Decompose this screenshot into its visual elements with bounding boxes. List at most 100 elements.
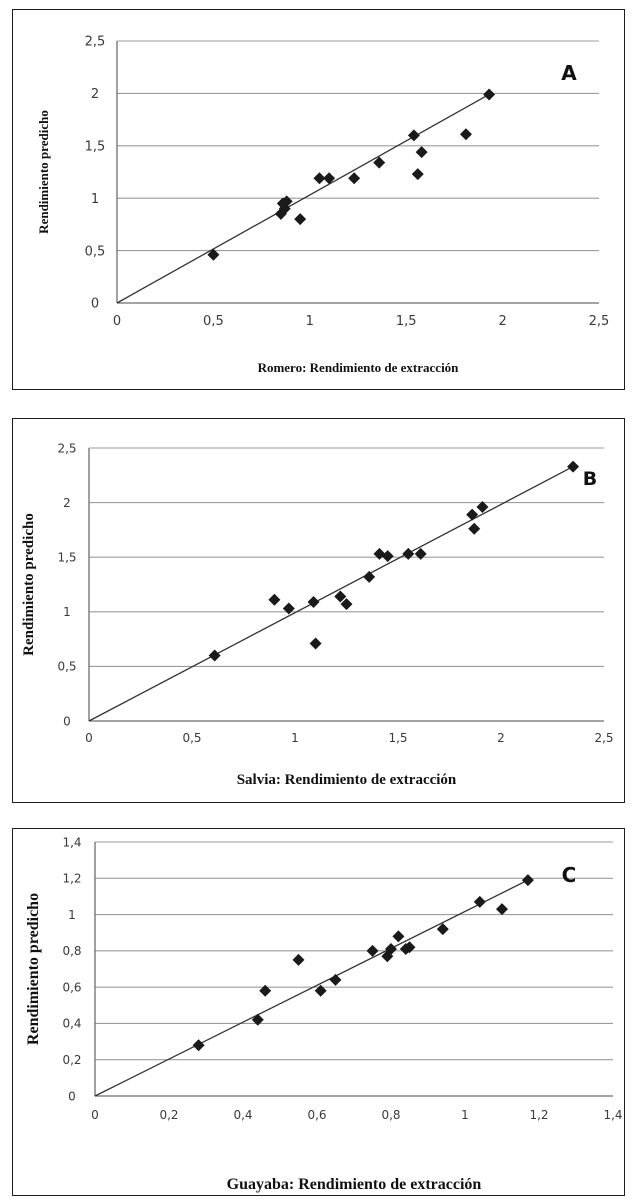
x-tick-label: 0,8 <box>381 1108 400 1122</box>
x-tick-label: 0,5 <box>182 731 201 745</box>
panel-label-a: A <box>561 61 577 85</box>
panel-label-c: C <box>562 863 577 887</box>
data-point <box>567 460 580 473</box>
y-tick-label: 1,5 <box>85 139 106 154</box>
x-tick-label: 1 <box>306 314 314 329</box>
data-point <box>459 128 472 141</box>
y-tick-label: 0,2 <box>62 1053 81 1067</box>
y-axis-title: Rendimiento predicho <box>36 110 51 234</box>
x-tick-label: 2 <box>497 731 505 745</box>
y-tick-label: 1 <box>68 908 76 922</box>
y-tick-label: 2 <box>91 87 99 102</box>
data-point <box>307 595 320 608</box>
y-tick-label: 0,5 <box>85 244 106 259</box>
data-point <box>309 637 322 650</box>
y-tick-label: 0,4 <box>62 1017 81 1031</box>
trend-line <box>94 879 529 1097</box>
y-tick-label: 0 <box>68 1089 76 1103</box>
y-axis-title: Rendimiento predicho <box>25 893 42 1045</box>
data-point <box>466 508 479 521</box>
x-tick-label: 1 <box>291 731 299 745</box>
chart-panel-b: 0 0,5 1 1,5 2 2,5 0 0,5 1 1,5 2 2,5 B Salvia: Rendimi… <box>12 418 625 803</box>
x-axis-title: Guayaba: Rendimiento de extracción <box>227 1176 482 1193</box>
data-point <box>294 213 307 226</box>
data-point <box>323 172 336 185</box>
data-point <box>385 943 397 956</box>
data-point <box>407 129 420 142</box>
x-tick-label: 1,4 <box>603 1108 622 1122</box>
x-tick-label: 0 <box>91 1108 99 1122</box>
trend-line <box>116 93 490 304</box>
x-tick-label: 0 <box>85 731 93 745</box>
y-tick-label: 1 <box>63 605 71 619</box>
data-point <box>208 649 221 662</box>
y-axis-title: Rendimiento predicho <box>21 513 37 656</box>
scatter-chart-b: 0 0,5 1 1,5 2 2,5 0 0,5 1 1,5 2 2,5 B Salvia: Rendimi… <box>21 441 614 788</box>
data-point <box>496 903 508 916</box>
x-tick-label: 2 <box>498 314 506 329</box>
data-point <box>268 593 281 606</box>
data-point <box>334 590 347 603</box>
x-tick-label: 1,5 <box>388 731 407 745</box>
data-point <box>392 930 405 943</box>
data-point <box>411 168 424 181</box>
panel-label-b: B <box>583 468 597 490</box>
trend-line <box>88 465 574 722</box>
chart-panel-c: 0 0,2 0,4 0,6 0,8 1 1,2 1,4 0 0,2 0,4 0,6 0,8 1 1,2 1,4… <box>12 828 625 1196</box>
x-tick-label: 0,6 <box>307 1108 326 1122</box>
data-point <box>436 923 449 936</box>
y-tick-label: 1,2 <box>62 872 81 886</box>
y-tick-label: 2,5 <box>57 441 76 455</box>
y-tick-label: 0,6 <box>62 980 81 994</box>
x-tick-label: 0,4 <box>233 1108 252 1122</box>
data-point <box>278 202 291 215</box>
x-tick-label: 2,5 <box>589 314 610 329</box>
data-point <box>282 602 295 615</box>
data-point <box>473 895 486 908</box>
x-tick-label: 2,5 <box>594 731 613 745</box>
data-point <box>415 146 428 159</box>
x-tick-label: 0,2 <box>159 1108 178 1122</box>
data-point <box>414 547 427 560</box>
y-tick-label: 2 <box>63 496 71 510</box>
scatter-chart-c: 0 0,2 0,4 0,6 0,8 1 1,2 1,4 0 0,2 0,4 0,6 0,8 1 1,2 1,4… <box>25 835 623 1193</box>
data-point <box>314 984 327 997</box>
x-axis-title: Salvia: Rendimiento de extracción <box>237 772 457 788</box>
chart-panel-a: 0 0,5 1 1,5 2 2,5 0 0,5 1 1,5 2 2,5 A Romero: Rendimi… <box>12 9 625 390</box>
x-tick-label: 1,2 <box>529 1108 548 1122</box>
y-tick-label: 1,4 <box>62 835 81 849</box>
x-tick-label: 1 <box>461 1108 469 1122</box>
x-tick-label: 0,5 <box>203 314 224 329</box>
data-point <box>259 984 272 997</box>
data-point <box>292 953 305 966</box>
data-point <box>468 522 481 535</box>
y-tick-label: 1,5 <box>57 551 76 565</box>
data-point <box>363 570 376 583</box>
x-tick-label: 0 <box>113 314 121 329</box>
data-point <box>207 248 220 261</box>
data-point <box>521 874 534 887</box>
data-point <box>381 950 394 963</box>
y-tick-label: 0,8 <box>62 944 81 958</box>
data-point <box>476 500 489 513</box>
data-point <box>366 944 379 957</box>
data-point <box>381 550 394 563</box>
y-tick-label: 2,5 <box>85 35 106 50</box>
data-point <box>373 156 386 169</box>
x-tick-label: 1,5 <box>396 314 417 329</box>
data-point <box>402 547 415 560</box>
data-point <box>329 973 342 986</box>
data-point <box>373 547 386 560</box>
scatter-chart-a: 0 0,5 1 1,5 2 2,5 0 0,5 1 1,5 2 2,5 A Romero: Rendimi… <box>36 35 610 375</box>
data-point <box>340 598 353 611</box>
y-tick-label: 0 <box>91 297 99 312</box>
data-point <box>251 1013 264 1026</box>
y-tick-label: 0,5 <box>57 660 76 674</box>
y-tick-label: 1 <box>91 192 99 207</box>
data-point <box>313 172 326 185</box>
data-point <box>348 172 361 185</box>
data-point <box>483 88 496 101</box>
x-axis-title: Romero: Rendimiento de extracción <box>258 360 460 375</box>
data-point <box>192 1039 205 1052</box>
y-tick-label: 0 <box>63 714 71 728</box>
